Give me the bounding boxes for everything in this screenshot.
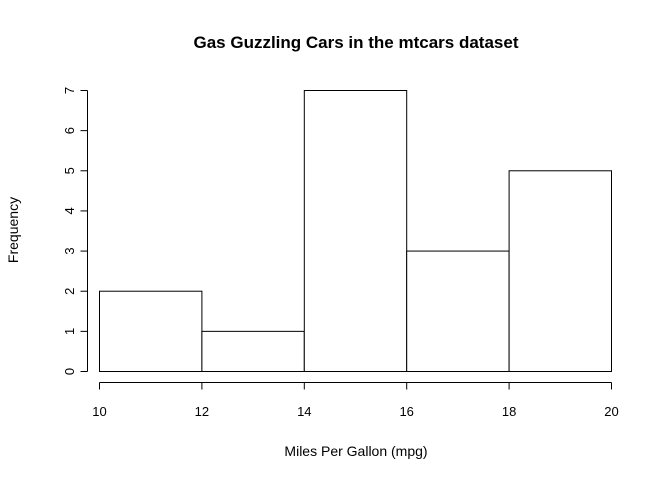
x-tick-label: 18 — [502, 404, 516, 419]
y-tick-label: 4 — [62, 207, 77, 214]
y-tick-label: 3 — [62, 247, 77, 254]
y-tick-label: 5 — [62, 167, 77, 174]
x-axis: 10 12 14 16 18 20 — [92, 382, 619, 419]
histogram-bar — [99, 290, 203, 373]
y-tick-label: 1 — [62, 328, 77, 335]
bars-group — [99, 90, 613, 373]
chart-title: Gas Guzzling Cars in the mtcars dataset — [194, 33, 519, 52]
histogram-bar — [508, 170, 613, 372]
y-tick-label: 2 — [62, 288, 77, 295]
histogram-bar — [201, 330, 305, 373]
y-axis: 0 1 2 3 4 5 6 7 — [62, 87, 88, 375]
x-tick-label: 14 — [297, 404, 311, 419]
x-axis-label: Miles Per Gallon (mpg) — [284, 443, 427, 459]
x-tick-label: 20 — [604, 404, 618, 419]
x-tick-label: 12 — [195, 404, 209, 419]
y-axis-label: Frequency — [5, 197, 21, 263]
x-tick-label: 16 — [399, 404, 413, 419]
histogram-bar — [406, 250, 510, 372]
x-tick-label: 10 — [92, 404, 106, 419]
y-tick-label: 7 — [62, 87, 77, 94]
histogram-bar — [303, 90, 408, 372]
y-tick-label: 6 — [62, 127, 77, 134]
y-tick-label: 0 — [62, 368, 77, 375]
